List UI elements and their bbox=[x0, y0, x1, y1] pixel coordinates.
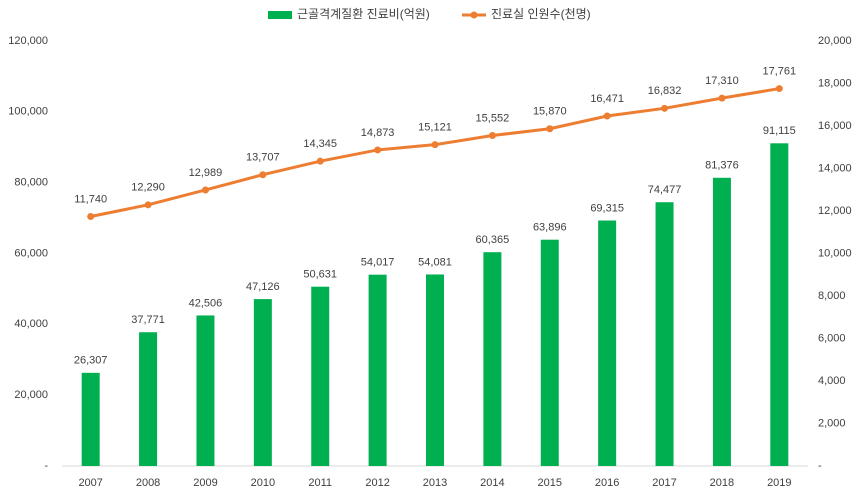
y2-tick-label: 16,000 bbox=[818, 120, 852, 132]
bar bbox=[770, 143, 789, 467]
bar bbox=[311, 286, 330, 466]
x-tick-label: 2018 bbox=[710, 477, 734, 489]
y-tick-label: 60,000 bbox=[14, 247, 48, 259]
x-tick-label: 2009 bbox=[193, 477, 217, 489]
data-label: 14,873 bbox=[361, 127, 395, 139]
x-tick-label: 2015 bbox=[538, 477, 562, 489]
x-tick-label: 2017 bbox=[652, 477, 676, 489]
bar bbox=[712, 177, 731, 466]
line-marker bbox=[775, 85, 783, 93]
data-label: 15,552 bbox=[476, 112, 510, 124]
x-tick-label: 2012 bbox=[365, 477, 389, 489]
y-tick-label: - bbox=[44, 460, 48, 472]
x-tick-label: 2016 bbox=[595, 477, 619, 489]
line-marker bbox=[144, 201, 152, 209]
data-label: 91,115 bbox=[763, 125, 796, 137]
line-marker bbox=[316, 157, 324, 165]
data-label: 15,121 bbox=[418, 122, 452, 134]
bar bbox=[540, 239, 559, 466]
legend-swatch bbox=[268, 11, 292, 19]
y2-tick-label: 10,000 bbox=[818, 247, 852, 259]
legend: 근골격계질환 진료비(억원) 진료실 인원수(천명) bbox=[268, 6, 591, 21]
y-tick-label: 40,000 bbox=[14, 318, 48, 330]
data-label: 15,870 bbox=[533, 106, 567, 118]
data-label: 16,832 bbox=[648, 85, 682, 97]
line-marker bbox=[201, 186, 209, 194]
data-label: 16,471 bbox=[590, 93, 624, 105]
y-tick-label: 120,000 bbox=[8, 35, 48, 47]
y-tick-label: 20,000 bbox=[14, 389, 48, 401]
bar bbox=[483, 252, 502, 466]
x-tick-label: 2008 bbox=[136, 477, 160, 489]
data-label: 12,290 bbox=[131, 182, 165, 194]
data-label: 42,506 bbox=[189, 297, 223, 309]
line-marker bbox=[661, 104, 669, 112]
line-marker bbox=[546, 125, 554, 133]
bar bbox=[655, 202, 674, 466]
data-label: 17,310 bbox=[705, 75, 739, 87]
data-label: 74,477 bbox=[648, 184, 682, 196]
data-label: 54,081 bbox=[418, 256, 452, 268]
bar bbox=[139, 332, 158, 466]
data-label: 50,631 bbox=[303, 269, 337, 281]
legend-label: 근골격계질환 진료비(억원) bbox=[297, 7, 430, 21]
data-label: 11,740 bbox=[74, 193, 107, 205]
line-marker bbox=[259, 171, 267, 179]
line-marker bbox=[603, 112, 611, 120]
y2-tick-label: 14,000 bbox=[818, 162, 852, 174]
x-tick-label: 2019 bbox=[767, 477, 791, 489]
line-marker bbox=[87, 213, 95, 221]
y-tick-label: 100,000 bbox=[8, 106, 48, 118]
legend-label: 진료실 인원수(천명) bbox=[491, 6, 591, 21]
x-tick-label: 2010 bbox=[251, 477, 275, 489]
y-tick-label: 80,000 bbox=[14, 177, 48, 189]
y2-tick-label: 6,000 bbox=[818, 332, 846, 344]
legend-marker bbox=[470, 11, 478, 19]
y2-tick-label: 2,000 bbox=[818, 417, 846, 429]
x-tick-label: 2007 bbox=[78, 477, 102, 489]
data-label: 37,771 bbox=[131, 314, 165, 326]
y2-tick-label: 12,000 bbox=[818, 205, 852, 217]
data-label: 69,315 bbox=[590, 202, 624, 214]
data-label: 60,365 bbox=[476, 234, 510, 246]
data-label: 13,707 bbox=[246, 152, 280, 164]
data-label: 54,017 bbox=[361, 257, 395, 269]
y2-tick-label: - bbox=[818, 460, 822, 472]
bar bbox=[196, 315, 215, 466]
x-tick-label: 2014 bbox=[480, 477, 504, 489]
data-label: 63,896 bbox=[533, 222, 567, 234]
bar bbox=[81, 372, 100, 466]
y2-tick-label: 4,000 bbox=[818, 375, 846, 387]
bar bbox=[368, 274, 387, 466]
line-marker bbox=[718, 94, 726, 102]
line-marker bbox=[488, 132, 496, 140]
y2-tick-label: 18,000 bbox=[818, 77, 852, 89]
bar bbox=[426, 274, 444, 466]
line-marker bbox=[374, 146, 382, 154]
y2-tick-label: 20,000 bbox=[818, 35, 852, 47]
data-label: 81,376 bbox=[705, 160, 739, 172]
data-label: 14,345 bbox=[303, 138, 337, 150]
line-marker bbox=[431, 141, 439, 149]
bar bbox=[598, 220, 617, 466]
x-tick-label: 2013 bbox=[423, 477, 447, 489]
y2-tick-label: 8,000 bbox=[818, 290, 846, 302]
data-label: 47,126 bbox=[246, 281, 280, 293]
x-tick-label: 2011 bbox=[308, 477, 332, 489]
data-label: 12,989 bbox=[189, 167, 223, 179]
bar bbox=[253, 299, 272, 466]
data-label: 26,307 bbox=[74, 355, 108, 367]
data-label: 17,761 bbox=[762, 65, 796, 77]
